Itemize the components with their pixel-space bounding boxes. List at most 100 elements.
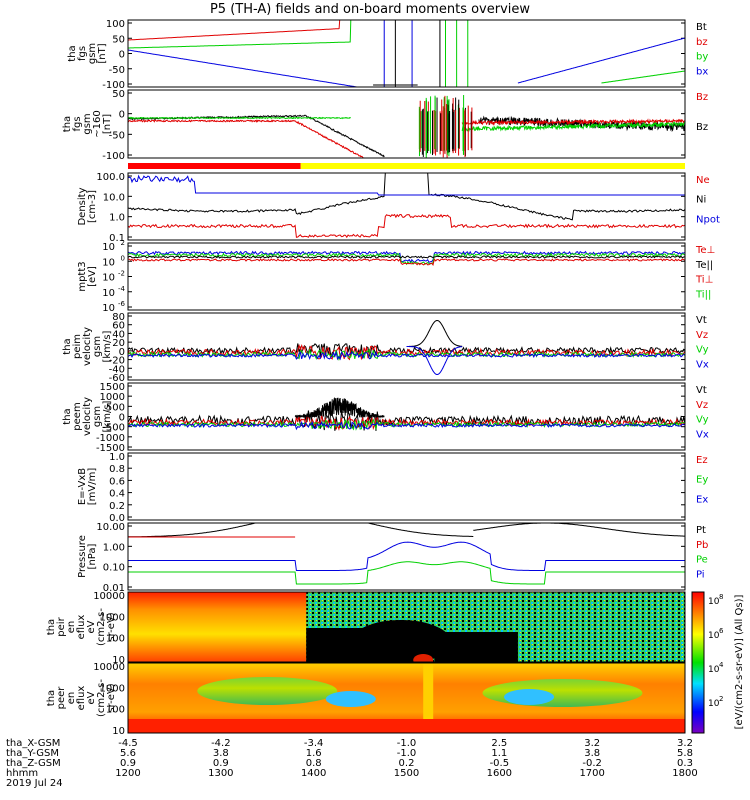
ylabel-line: [nPa]: [87, 543, 98, 569]
colorbar-scale: [691, 591, 705, 734]
xtick-value: 3.8: [584, 748, 600, 759]
ytick-label: 100: [106, 705, 125, 716]
ytick-label: 0: [119, 347, 125, 358]
xtick-value: 0.3: [677, 758, 693, 769]
ytick-label: 10.0: [103, 192, 125, 203]
ylabel-line: sr-eV): [106, 612, 117, 641]
ylabel-line: ~160: [92, 110, 103, 137]
xtick-value: -3.4: [304, 738, 324, 749]
te-par-trace: [128, 255, 685, 259]
xtick-value: 1600: [487, 768, 512, 779]
legend-vy: Vy: [696, 415, 709, 426]
ytick-label: 1000: [100, 612, 125, 623]
legend-by: by: [696, 52, 708, 63]
pe-trace: [128, 561, 685, 585]
ylabel-line: [nT]: [97, 43, 108, 63]
xtick-value: 1.1: [491, 748, 507, 759]
panel-frame: [127, 172, 686, 241]
ytick-label: -500: [102, 423, 125, 434]
legend-vz: Vz: [696, 400, 708, 411]
legend-ez: Ez: [696, 455, 708, 466]
mode-bar-slow: [128, 163, 301, 169]
colorbar-tick-exp: 8: [719, 593, 723, 601]
ytick-label: 0: [119, 413, 125, 424]
spectrogram-void: [434, 632, 518, 662]
ylabel-line: peer: [56, 686, 67, 710]
legend-vz: Vz: [696, 330, 708, 341]
ylabel-line: peim: [72, 334, 83, 359]
bx-trace: [128, 49, 407, 87]
ytick-label: 50: [112, 89, 125, 100]
xtick-value: 1.6: [306, 748, 322, 759]
ytick-label: 10: [102, 273, 115, 284]
time-axis-labels: tha_X-GSM -4.5 -4.2 -3.4 -1.0 2.5 3.2 3.2 tha_Y-…: [6, 738, 698, 789]
ylabel-line: [cm-3]: [87, 190, 98, 223]
panel-traces: [128, 250, 685, 267]
colorbar-tick: 10: [708, 665, 720, 675]
xtick-value: 3.2: [584, 738, 600, 749]
xtick-value: 5.6: [120, 748, 136, 759]
ytick-label: 1000: [100, 392, 125, 403]
ytick-label: 100.0: [96, 172, 125, 183]
panel-frame: [127, 242, 686, 311]
legend-bx: bx: [696, 66, 708, 77]
xtick-value: -0.5: [490, 758, 510, 769]
legend-ex: Ex: [696, 494, 708, 505]
bz-trace: [461, 118, 685, 126]
by-trace: [601, 70, 685, 84]
ytick-label: 60: [112, 321, 125, 332]
ytick-label: -60: [109, 373, 125, 384]
legend-ey: Ey: [696, 475, 708, 486]
vx-trace: [128, 420, 685, 431]
colorbar-label: [eV/(cm2-s-sr-eV)] (All Qs)]: [734, 594, 745, 729]
legend-pe: Pe: [696, 555, 708, 566]
legend-vt: Vt: [696, 315, 707, 326]
panel-efield: 1.00.80.6 0.40.20.0 E=-VxB [mV/m] Ez Ey Ex: [77, 452, 708, 524]
ylabel-line: Pressure: [77, 535, 88, 578]
legend-pi: Pi: [696, 569, 705, 580]
legend-pt: Pt: [696, 525, 706, 536]
npot-trace: [128, 174, 685, 196]
legend-te⊥: Te⊥: [695, 245, 715, 256]
ylabel-line: fgs: [77, 46, 88, 61]
ylabel-line: fgs: [72, 116, 83, 131]
by-trace: [128, 116, 351, 120]
te-perp-trace: [128, 258, 685, 267]
panel-traces: [128, 20, 685, 87]
ytick-label: 20: [112, 338, 125, 349]
panel-frame: [127, 452, 686, 521]
legend-ti||: Ti||: [695, 289, 711, 300]
legend-vy: Vy: [696, 345, 709, 356]
ytick-label: 0: [119, 110, 125, 121]
ytick-label: 0.10: [103, 563, 125, 574]
ylabel-line: mptt3: [77, 261, 88, 291]
xtick-value: 2.5: [491, 738, 507, 749]
panel-traces: [128, 95, 685, 158]
vz-trace: [128, 415, 685, 431]
spectrogram-band: [482, 679, 643, 707]
xaxis-date: 2019 Jul 24: [6, 778, 63, 789]
ylabel-line: sr-eV): [106, 683, 117, 712]
ytick-label: 500: [106, 402, 125, 413]
pt-trace: [128, 523, 474, 538]
panel-traces: [128, 592, 685, 662]
ytick-exponent: 0: [121, 254, 125, 262]
panel-traces: [128, 173, 685, 239]
xtick-value: 0.9: [120, 758, 136, 769]
colorbar-tick: 10: [708, 597, 720, 607]
ytick-label: 0.8: [109, 464, 125, 475]
xtick-value: 0.9: [213, 758, 229, 769]
ytick-label: 0.01: [103, 583, 125, 594]
ylabel-line: (cm2-s-: [96, 679, 107, 717]
xrow-label: tha_X-GSM: [6, 738, 60, 749]
vt-peak: [406, 320, 463, 347]
legend-vx: Vx: [696, 359, 709, 370]
ytick-label: -40: [109, 364, 125, 375]
xtick-value: 1700: [579, 768, 604, 779]
ytick-label: 100: [106, 19, 125, 30]
legend-vt: Vt: [696, 385, 707, 396]
bx-trace: [517, 37, 685, 84]
ne-trace: [128, 213, 685, 239]
